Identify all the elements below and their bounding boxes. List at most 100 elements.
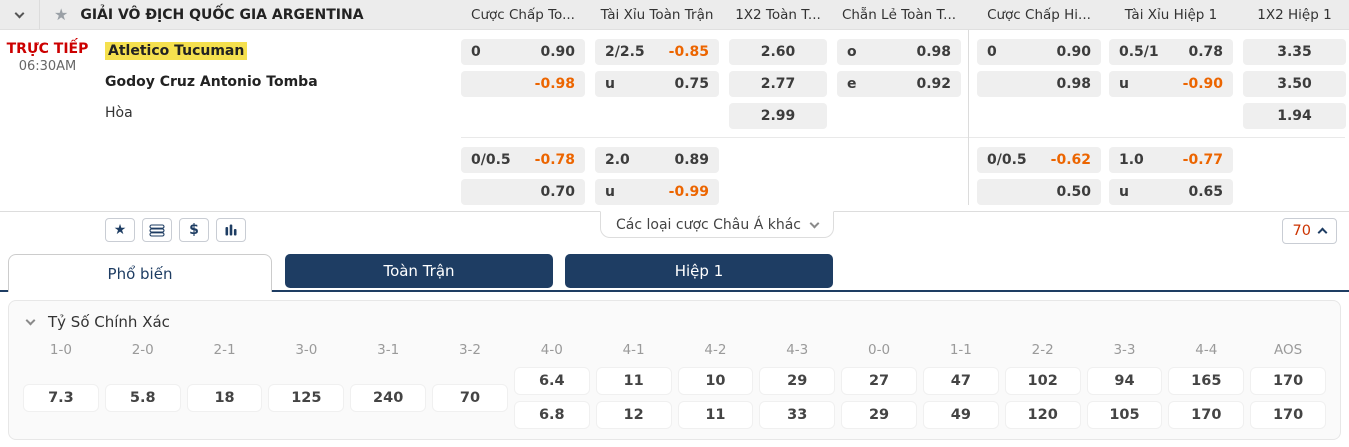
- oddeven-ft-alt-spacer: [837, 147, 961, 211]
- league-collapse-button[interactable]: [0, 0, 40, 29]
- ou-h1-column: 0.5/1 0.78 u -0.90: [1109, 39, 1233, 135]
- odds-cell-handicap-h1-away[interactable]: 0.98: [977, 71, 1101, 97]
- handicap-h1-column: 0 0.90 0.98: [977, 39, 1101, 135]
- odds-cell-under-h1[interactable]: u -0.90: [1109, 71, 1233, 97]
- score-odd-cell-draw[interactable]: 7.3: [23, 384, 99, 412]
- col-header-1x2-h1: 1X2 Hiệp 1: [1257, 6, 1332, 23]
- bar-chart-icon: [225, 224, 237, 236]
- odds-cell-1x2-h1-away[interactable]: 3.50: [1243, 71, 1346, 97]
- score-label: 4-2: [704, 342, 727, 358]
- odds-cell-1x2-ft-home[interactable]: 2.60: [729, 39, 827, 65]
- score-odd-cell[interactable]: 105: [1086, 401, 1163, 429]
- favorite-button[interactable]: ★: [105, 218, 135, 242]
- score-label: 4-3: [786, 342, 809, 358]
- score-odd-cell[interactable]: 120: [1004, 401, 1081, 429]
- col-header-handicap-ft: Cược Chấp To...: [471, 6, 575, 23]
- odds-cell-handicap-ft-alt-away[interactable]: 0.70: [461, 179, 585, 205]
- away-team-name: Godoy Cruz Antonio Tomba: [105, 74, 318, 90]
- tab-popular[interactable]: Phổ biến: [8, 254, 272, 292]
- teams-column: Atletico Tucuman Godoy Cruz Antonio Tomb…: [95, 30, 455, 211]
- ou-ft-column: 2/2.5 -0.85 u 0.75: [595, 39, 719, 135]
- score-odd-cell[interactable]: 29: [841, 401, 917, 429]
- correct-score-header[interactable]: Tỷ Số Chính Xác: [9, 301, 1340, 337]
- stats-button[interactable]: [216, 218, 246, 242]
- cashout-button[interactable]: [142, 218, 172, 242]
- odds-cell-under-h1-alt[interactable]: u 0.65: [1109, 179, 1233, 205]
- tab-first-half[interactable]: Hiệp 1: [565, 254, 833, 288]
- ou-ft-alt-column: 2.0 0.89 u -0.99: [595, 147, 719, 211]
- 1x2-h1-column: 3.35 3.50 1.94: [1243, 39, 1346, 135]
- match-card: ★ GIẢI VÔ ĐỊCH QUỐC GIA ARGENTINA Cược C…: [0, 0, 1349, 248]
- odds-cell-1x2-h1-draw[interactable]: 1.94: [1243, 103, 1346, 129]
- score-label: 1-0: [49, 342, 72, 358]
- match-toolbar: ★ $ Các loại cược Châu Á: [0, 211, 1349, 248]
- odds-cell-handicap-ft-away[interactable]: -0.98: [461, 71, 585, 97]
- odds-cell-under-ft-alt[interactable]: u -0.99: [595, 179, 719, 205]
- score-odd-cell[interactable]: 12: [595, 401, 672, 429]
- odds-cell-over-ft[interactable]: 2/2.5 -0.85: [595, 39, 719, 65]
- score-label: 3-3: [1113, 342, 1136, 358]
- score-odd-cell[interactable]: 170: [1168, 401, 1245, 429]
- more-asian-markets-dropdown[interactable]: Các loại cược Châu Á khác: [600, 211, 834, 238]
- score-odd-cell-draw[interactable]: 125: [268, 384, 345, 412]
- market-column-headers: Cược Chấp To... Tài Xỉu Toàn Trận 1X2 To…: [455, 0, 1346, 29]
- score-odd-cell[interactable]: 102: [1004, 367, 1081, 395]
- score-odd-cell[interactable]: 11: [595, 367, 672, 395]
- match-time: 06:30AM: [18, 59, 77, 74]
- score-odd-cell[interactable]: 11: [677, 401, 754, 429]
- score-odd-cell[interactable]: 10: [677, 367, 754, 395]
- odds-cell-handicap-h1-alt-away[interactable]: 0.50: [977, 179, 1101, 205]
- odds-cell-odd-ft[interactable]: o 0.98: [837, 39, 961, 65]
- score-odd-cell-draw[interactable]: 240: [350, 384, 427, 412]
- tab-full-time[interactable]: Toàn Trận: [285, 254, 553, 288]
- odds-cell-over-ft-alt[interactable]: 2.0 0.89: [595, 147, 719, 173]
- score-odd-cell-draw[interactable]: 18: [186, 384, 263, 412]
- live-badge: TRỰC TIẾP: [6, 41, 89, 57]
- markets-count-toggle[interactable]: 70: [1281, 218, 1337, 244]
- odds-cell-1x2-h1-home[interactable]: 3.35: [1243, 39, 1346, 65]
- score-odd-cell-draw[interactable]: 70: [432, 384, 508, 412]
- score-odd-cell[interactable]: 6.8: [513, 401, 590, 429]
- score-label: 4-1: [622, 342, 645, 358]
- odds-cell-over-h1[interactable]: 0.5/1 0.78: [1109, 39, 1233, 65]
- more-markets-label: Các loại cược Châu Á khác: [616, 216, 801, 233]
- score-odd-cell[interactable]: 27: [841, 367, 917, 395]
- score-odd-cell[interactable]: 49: [922, 401, 999, 429]
- odds-cell-over-h1-alt[interactable]: 1.0 -0.77: [1109, 147, 1233, 173]
- score-odd-cell[interactable]: 170: [1250, 367, 1326, 395]
- match-status-column: TRỰC TIẾP 06:30AM: [0, 30, 95, 211]
- score-label: 3-0: [295, 342, 318, 358]
- odds-block-separator: [461, 137, 1345, 138]
- league-star-icon[interactable]: ★: [54, 5, 69, 24]
- odds-currency-button[interactable]: $: [179, 218, 209, 242]
- odds-cell-handicap-h1-home[interactable]: 0 0.90: [977, 39, 1101, 65]
- dollar-icon: $: [189, 222, 199, 238]
- odds-cell-handicap-ft-home[interactable]: 0 0.90: [461, 39, 585, 65]
- score-odd-cell-draw[interactable]: 5.8: [104, 384, 181, 412]
- score-odd-cell[interactable]: 165: [1168, 367, 1245, 395]
- score-odd-cell[interactable]: 170: [1250, 401, 1326, 429]
- score-odd-cell[interactable]: 47: [922, 367, 999, 395]
- odds-cell-handicap-h1-alt-home[interactable]: 0/0.5 -0.62: [977, 147, 1101, 173]
- odds-cell-under-ft[interactable]: u 0.75: [595, 71, 719, 97]
- score-label: 0-0: [868, 342, 891, 358]
- odds-cell-even-ft[interactable]: e 0.92: [837, 71, 961, 97]
- markets-count: 70: [1292, 223, 1311, 239]
- score-label: 2-1: [213, 342, 236, 358]
- odds-cell-1x2-ft-draw[interactable]: 2.99: [729, 103, 827, 129]
- score-odd-cell[interactable]: 6.4: [513, 367, 590, 395]
- col-header-1x2-ft: 1X2 Toàn T...: [735, 6, 821, 23]
- toolbar-buttons: ★ $: [105, 218, 246, 242]
- odds-cell-handicap-ft-alt-home[interactable]: 0/0.5 -0.78: [461, 147, 585, 173]
- score-odd-cell[interactable]: 33: [759, 401, 836, 429]
- col-header-ou-ft: Tài Xỉu Toàn Trận: [600, 6, 714, 23]
- column-group-divider: [968, 0, 969, 205]
- score-odd-cell[interactable]: 29: [759, 367, 836, 395]
- score-odd-cell[interactable]: 94: [1086, 367, 1163, 395]
- score-label: 2-0: [131, 342, 154, 358]
- league-title: GIẢI VÔ ĐỊCH QUỐC GIA ARGENTINA: [80, 6, 364, 23]
- draw-label: Hòa: [105, 105, 133, 121]
- handicap-ft-column: 0 0.90 -0.98: [461, 39, 585, 135]
- col-header-oddeven-ft: Chẵn Lẻ Toàn T...: [841, 6, 957, 23]
- odds-cell-1x2-ft-away[interactable]: 2.77: [729, 71, 827, 97]
